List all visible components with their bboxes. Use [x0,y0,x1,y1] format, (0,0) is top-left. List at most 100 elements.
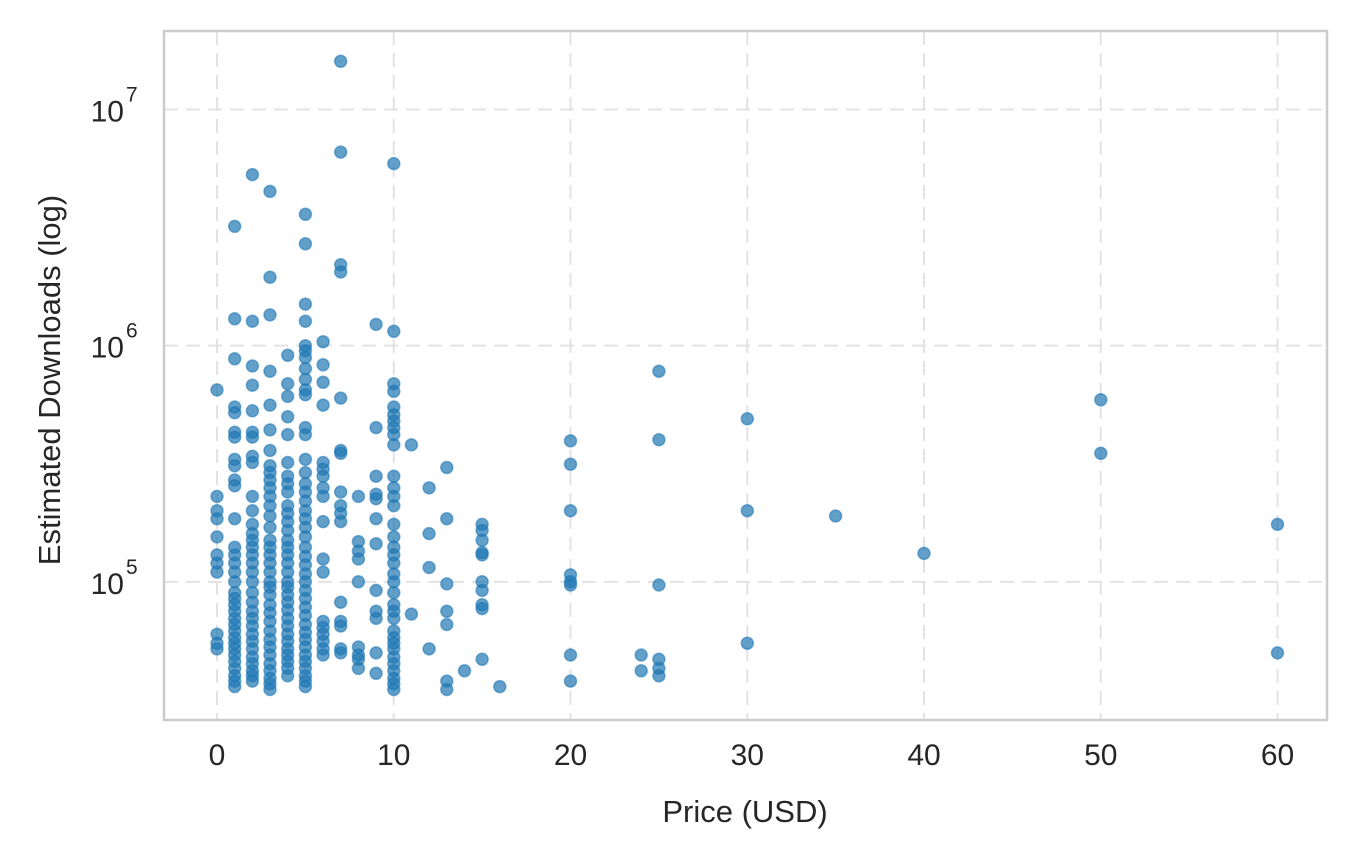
scatter-point [263,520,277,535]
scatter-point [245,503,260,518]
scatter-point [316,648,330,662]
y-tick-base: 10 [91,332,124,365]
x-tick-label: 30 [731,739,764,772]
scatter-point [227,479,242,493]
scatter-point [387,585,401,600]
scatter-point [351,575,366,589]
scatter-point [369,646,383,660]
scatter-point [210,642,224,656]
scatter-point [475,533,489,548]
scatter-point [316,514,330,529]
scatter-point [333,265,348,279]
scatter-point [740,412,755,426]
scatter-point [475,583,489,598]
scatter-point [245,378,260,392]
scatter-point [563,457,578,471]
scatter-point [369,666,383,681]
scatter-point [227,430,242,444]
scatter-point [333,619,348,633]
scatter-point [245,489,260,504]
scatter-point [440,577,454,591]
scatter-point [227,679,242,694]
scatter-point [652,432,666,447]
scatter-point [280,485,295,499]
scatter-point [280,410,295,424]
scatter-point [404,438,419,452]
scatter-point [333,485,348,499]
scatter-point [740,503,755,518]
scatter-point [493,679,507,694]
scatter-point [263,443,277,458]
scatter-point [1270,646,1285,660]
scatter-point [316,375,330,390]
scatter-point [280,669,295,683]
scatter-point [210,565,224,579]
scatter-point [440,682,454,697]
scatter-point [210,489,224,504]
scatter-point [298,237,313,251]
scatter-point [652,364,666,378]
scatter-point [740,636,755,650]
scatter-point [634,648,648,662]
scatter-point [369,469,383,483]
y-tick-label: 106 [91,320,138,365]
scatter-point [245,430,260,444]
scatter-point [245,674,260,688]
scatter-point [369,536,383,551]
scatter-point [263,308,277,322]
y-tick-exponent: 6 [126,320,138,343]
scatter-point [280,348,295,363]
y-tick-label: 105 [91,556,138,601]
scatter-point [475,652,489,667]
scatter-point [227,405,242,420]
scatter-point [563,578,578,592]
scatter-point [422,481,436,495]
scatter-point [333,446,348,461]
scatter-point [245,359,260,373]
scatter-point [387,611,401,626]
scatter-point [263,184,277,199]
scatter-point [227,511,242,526]
x-tick-labels: 0 10 20 30 40 50 60 [209,739,1295,772]
scatter-point [475,548,489,562]
scatter-point [316,489,330,504]
scatter-point [387,682,401,697]
scatter-point [280,427,295,442]
y-tick-label: 107 [91,84,138,129]
scatter-point [440,617,454,632]
scatter-point [263,509,277,523]
scatter-point [634,664,648,678]
scatter-point [1270,517,1285,532]
scatter-point [369,583,383,598]
data-points [210,54,1285,697]
scatter-point [316,358,330,372]
scatter-point [316,552,330,566]
scatter-point [387,517,401,532]
scatter-point [828,509,843,523]
y-tick-base: 10 [91,568,124,601]
scatter-point [210,511,224,526]
scatter-point [263,364,277,378]
scatter-point [422,560,436,575]
scatter-point [263,398,277,412]
x-tick-label: 20 [554,739,587,772]
scatter-point [210,530,224,544]
scatter-point [351,661,366,676]
scatter-point [387,438,401,452]
scatter-point [298,427,313,442]
x-tick-label: 50 [1084,739,1117,772]
scatter-point [280,455,295,470]
scatter-point [652,669,666,683]
y-axis-label: Estimated Downloads (log) [32,195,67,565]
scatter-point [457,664,472,678]
x-tick-label: 60 [1261,739,1294,772]
scatter-point [387,498,401,513]
scatter-point [245,167,260,182]
scatter-point [280,376,295,391]
x-tick-label: 40 [907,739,940,772]
scatter-point [369,511,383,526]
scatter-point [245,314,260,328]
